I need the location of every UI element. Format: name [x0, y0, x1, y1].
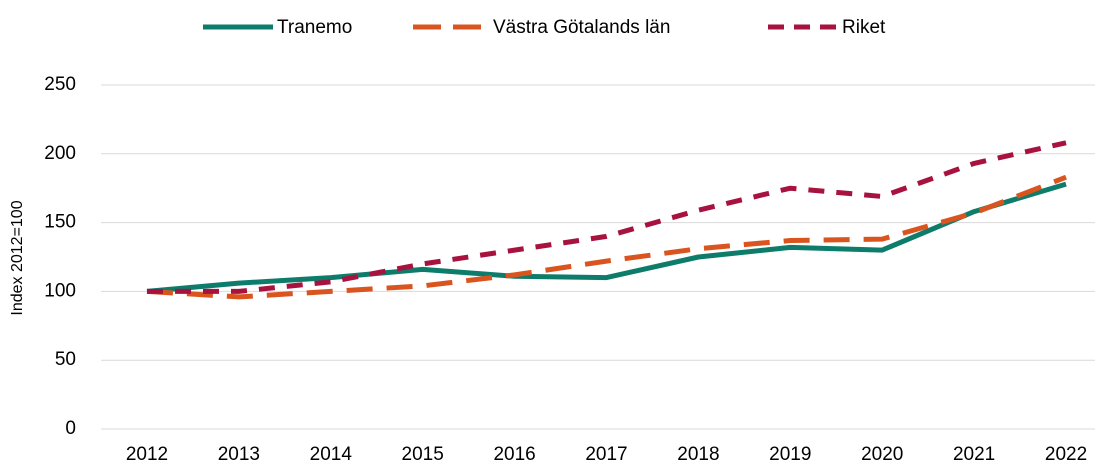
series-line: [146, 174, 1067, 300]
x-tick-label: 2015: [402, 444, 444, 465]
y-tick-label: 150: [44, 212, 76, 233]
y-tick-label: 0: [65, 418, 76, 439]
legend-label: Tranemo: [277, 17, 352, 38]
x-tick-label: 2014: [310, 444, 353, 465]
y-axis-label: Index 2012=100: [9, 200, 26, 315]
y-tick-label: 200: [44, 143, 76, 164]
x-tick-label: 2022: [1045, 444, 1087, 465]
series-line: [147, 140, 1067, 294]
legend-label: Västra Götalands län: [493, 17, 670, 38]
y-tick-label: 100: [44, 280, 76, 301]
x-tick-label: 2018: [677, 444, 719, 465]
x-tick-label: 2013: [218, 444, 260, 465]
x-tick-label: 2020: [861, 444, 903, 465]
legend-label: Riket: [842, 17, 886, 38]
x-tick-label: 2017: [585, 444, 627, 465]
y-tick-label: 250: [44, 74, 76, 95]
y-tick-label: 50: [55, 349, 76, 370]
x-tick-label: 2021: [953, 444, 995, 465]
x-tick-label: 2019: [769, 444, 811, 465]
x-tick-label: 2016: [493, 444, 535, 465]
series-line: [146, 181, 1067, 294]
x-tick-label: 2012: [126, 444, 168, 465]
